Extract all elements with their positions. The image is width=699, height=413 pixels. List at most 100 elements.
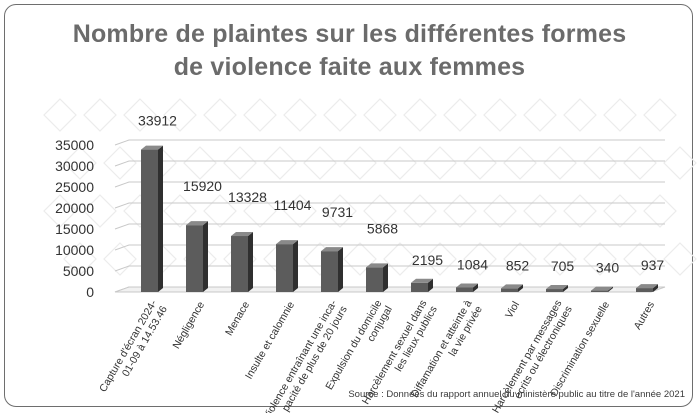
pattern-motif	[483, 194, 517, 228]
pattern-motif	[243, 98, 277, 132]
bar	[546, 285, 568, 292]
bar	[411, 278, 433, 292]
bar-top	[366, 263, 388, 268]
y-tick-label: 35000	[55, 137, 94, 153]
gridline-depth	[114, 139, 130, 146]
bar	[186, 221, 208, 292]
pattern-motif	[203, 194, 237, 228]
bar-top	[456, 283, 478, 288]
pattern-motif	[483, 98, 517, 132]
pattern-motif	[363, 98, 397, 132]
x-category-label: Négligence	[170, 299, 207, 351]
bar-front	[321, 251, 338, 292]
pattern-motif	[383, 242, 417, 276]
bar-side	[293, 240, 298, 292]
data-label: 1084	[457, 256, 488, 272]
bar-side	[383, 263, 388, 292]
bar-top	[186, 221, 208, 226]
pattern-motif	[123, 98, 157, 132]
pattern-motif	[423, 146, 457, 180]
pattern-motif	[283, 98, 317, 132]
y-tick-label: 20000	[55, 200, 94, 216]
data-label: 5868	[367, 220, 398, 236]
pattern-motif	[403, 98, 437, 132]
bar-side	[248, 232, 253, 292]
pattern-motif	[623, 146, 657, 180]
y-tick-label: 25000	[55, 179, 94, 195]
pattern-motif	[663, 146, 697, 180]
data-label: 852	[506, 257, 530, 273]
gridline-depth	[114, 244, 130, 251]
gridline-depth	[114, 181, 130, 188]
data-label: 340	[596, 260, 620, 276]
bar	[321, 247, 343, 292]
bar-top	[411, 278, 433, 283]
bar-front	[186, 225, 203, 292]
y-tick-label: 15000	[55, 221, 94, 237]
bar-front	[546, 289, 563, 292]
pattern-motif	[643, 98, 677, 132]
data-label: 13328	[228, 189, 267, 205]
data-labels: 33912 15920 13328 11404 9731 5868 2195 1084 852 7…	[138, 113, 664, 276]
pattern-motif	[103, 146, 137, 180]
pattern-motif	[663, 242, 697, 276]
bar	[456, 283, 478, 292]
pattern-motif	[343, 146, 377, 180]
bar	[141, 145, 163, 292]
pattern-motif	[163, 194, 197, 228]
x-category-label-line: Viol	[503, 300, 522, 321]
bar-side	[608, 286, 613, 292]
pattern-motif	[563, 194, 597, 228]
pattern-motif	[423, 242, 457, 276]
chart-title-line-2: de violence faite aux femmes	[173, 53, 526, 81]
bar-side	[338, 247, 343, 292]
bar-side	[518, 284, 523, 292]
gridline-depth	[114, 223, 130, 230]
bar-top	[141, 145, 163, 150]
pattern-motif	[323, 98, 357, 132]
pattern-motif	[443, 194, 477, 228]
data-label: 11404	[274, 197, 312, 213]
pattern-motif	[603, 194, 637, 228]
pattern-motif	[563, 98, 597, 132]
pattern-motif	[263, 146, 297, 180]
bar-front	[501, 288, 518, 292]
bar-front	[591, 290, 608, 292]
bars	[141, 145, 658, 292]
pattern-motif	[283, 194, 317, 228]
pattern-motif	[363, 194, 397, 228]
pattern-motif	[83, 194, 117, 228]
bar-side	[158, 145, 163, 292]
background-pattern	[43, 98, 697, 276]
bar-top	[501, 284, 523, 289]
y-tick-label: 5000	[63, 263, 94, 279]
data-label: 937	[641, 257, 665, 273]
pattern-motif	[443, 98, 477, 132]
pattern-motif	[83, 98, 117, 132]
pattern-motif	[223, 146, 257, 180]
pattern-motif	[323, 194, 357, 228]
pattern-motif	[463, 146, 497, 180]
bar	[591, 286, 613, 292]
pattern-motif	[383, 146, 417, 180]
chart-title-line-1: Nombre de plaintes sur les différentes f…	[72, 20, 627, 48]
pattern-motif	[303, 146, 337, 180]
pattern-motif	[583, 242, 617, 276]
data-label: 705	[551, 258, 575, 274]
x-category-label: Autres	[632, 300, 658, 332]
pattern-motif	[43, 194, 77, 228]
pattern-motif	[343, 242, 377, 276]
x-category-label-line: Menace	[223, 299, 252, 337]
bar-side	[428, 278, 433, 292]
bar-front	[231, 236, 248, 292]
data-label: 9731	[322, 204, 353, 220]
y-axis-tick-labels: 0 5000 10000 15000 20000 25000 30000 35000	[55, 137, 94, 300]
x-category-label-line: Capture d'écran 2024-	[97, 298, 160, 395]
data-label: 15920	[183, 178, 222, 194]
gridline-depth	[114, 265, 130, 272]
gridline-depth	[114, 202, 130, 209]
bar	[636, 284, 658, 292]
bar-side	[563, 285, 568, 292]
pattern-motif	[643, 194, 677, 228]
y-tick-label: 0	[86, 284, 94, 300]
